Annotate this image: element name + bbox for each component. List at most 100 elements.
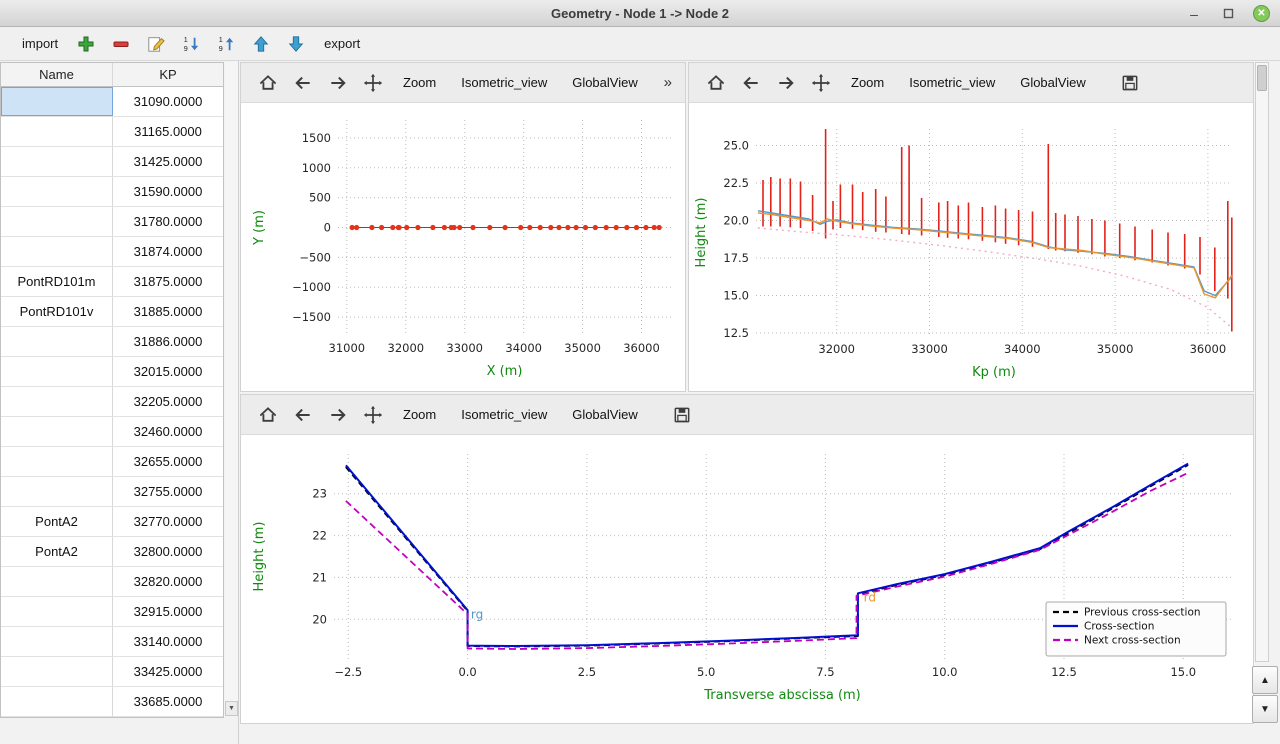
table-row[interactable]: 31425.0000 (1, 147, 223, 177)
scrollbar-thumb[interactable] (1257, 65, 1267, 91)
table-row[interactable]: 33425.0000 (1, 657, 223, 687)
kp-cell[interactable]: 31886.0000 (133, 334, 203, 349)
forward-button[interactable] (324, 69, 352, 97)
name-cell[interactable] (1, 357, 113, 386)
isometric-view-button[interactable]: Isometric_view (461, 407, 548, 422)
name-cell[interactable] (1, 327, 113, 356)
zoom-button[interactable]: Zoom (403, 407, 437, 422)
table-row[interactable]: 32015.0000 (1, 357, 223, 387)
kp-cell[interactable]: 32755.0000 (133, 484, 203, 499)
table-row[interactable]: 32655.0000 (1, 447, 223, 477)
name-cell[interactable] (1, 447, 113, 476)
name-cell[interactable] (1, 207, 113, 236)
name-cell[interactable] (1, 147, 113, 176)
kp-cell[interactable]: 33685.0000 (133, 694, 203, 709)
kp-cell[interactable]: 32015.0000 (133, 364, 203, 379)
name-cell[interactable]: PontRD101v (1, 297, 113, 326)
save-figure-button[interactable] (1116, 69, 1144, 97)
name-cell[interactable]: PontA2 (1, 537, 113, 566)
close-button[interactable]: ✕ (1253, 5, 1270, 22)
name-cell[interactable] (1, 237, 113, 266)
kp-cell[interactable]: 32460.0000 (133, 424, 203, 439)
name-cell[interactable] (1, 567, 113, 596)
name-cell[interactable] (1, 417, 113, 446)
add-cross-section-button[interactable] (73, 31, 99, 57)
isometric-view-button[interactable]: Isometric_view (909, 75, 996, 90)
back-button[interactable] (737, 69, 765, 97)
kp-cell[interactable]: 31780.0000 (133, 214, 203, 229)
kp-cell[interactable]: 31885.0000 (133, 304, 203, 319)
forward-button[interactable] (324, 401, 352, 429)
kp-cell[interactable]: 32770.0000 (133, 514, 203, 529)
table-row[interactable]: 31780.0000 (1, 207, 223, 237)
export-button[interactable]: export (324, 36, 361, 51)
table-row[interactable]: 31886.0000 (1, 327, 223, 357)
kp-cell[interactable]: 31090.0000 (133, 94, 203, 109)
zoom-button[interactable]: Zoom (851, 75, 885, 90)
name-cell[interactable]: PontRD101m (1, 267, 113, 296)
toolbar-overflow-button[interactable]: » (663, 74, 672, 91)
table-row[interactable]: PontA2 32770.0000 (1, 507, 223, 537)
kp-cell[interactable]: 31874.0000 (133, 244, 203, 259)
kp-cell[interactable]: 32655.0000 (133, 454, 203, 469)
home-button[interactable] (254, 69, 282, 97)
kp-cell[interactable]: 31590.0000 (133, 184, 203, 199)
cross-section-chart[interactable]: −2.5 0.0 2.5 5.0 7.5 10.0 12.5 15.0 20 21 22 23 rg rd… (241, 436, 1253, 723)
home-button[interactable] (254, 401, 282, 429)
name-cell[interactable] (1, 627, 113, 656)
maximize-button[interactable] (1219, 5, 1237, 23)
import-button[interactable]: import (22, 36, 59, 51)
table-scroll-down-button[interactable]: ▼ (225, 701, 238, 716)
move-up-button[interactable] (248, 31, 274, 57)
isometric-view-button[interactable]: Isometric_view (461, 75, 548, 90)
kp-cell[interactable]: 33140.0000 (133, 634, 203, 649)
name-cell[interactable]: PontA2 (1, 507, 113, 536)
pan-button[interactable] (359, 401, 387, 429)
table-row[interactable]: PontRD101m 31875.0000 (1, 267, 223, 297)
kp-cell[interactable]: 33425.0000 (133, 664, 203, 679)
name-cell[interactable] (1, 117, 113, 146)
kp-cell[interactable]: 32205.0000 (133, 394, 203, 409)
table-row[interactable]: 32755.0000 (1, 477, 223, 507)
spin-down-button[interactable]: ▼ (1252, 695, 1278, 723)
name-cell[interactable] (1, 597, 113, 626)
globalview-button[interactable]: GlobalView (572, 407, 638, 422)
back-button[interactable] (289, 401, 317, 429)
table-row[interactable]: PontA2 32800.0000 (1, 537, 223, 567)
table-row[interactable]: 32460.0000 (1, 417, 223, 447)
remove-cross-section-button[interactable] (108, 31, 134, 57)
table-row[interactable]: 31874.0000 (1, 237, 223, 267)
save-figure-button[interactable] (668, 401, 696, 429)
table-row[interactable]: 31590.0000 (1, 177, 223, 207)
table-scrollbar[interactable]: ▼ (225, 62, 238, 716)
table-row[interactable]: 32820.0000 (1, 567, 223, 597)
name-cell[interactable] (1, 477, 113, 506)
back-button[interactable] (289, 69, 317, 97)
table-row[interactable]: 33140.0000 (1, 627, 223, 657)
home-button[interactable] (702, 69, 730, 97)
kp-cell[interactable]: 31165.0000 (134, 124, 202, 139)
minimize-button[interactable]: – (1190, 5, 1198, 22)
kp-cell[interactable]: 31425.0000 (133, 154, 203, 169)
zoom-button[interactable]: Zoom (403, 75, 437, 90)
globalview-button[interactable]: GlobalView (572, 75, 638, 90)
name-cell[interactable] (1, 177, 113, 206)
name-cell[interactable] (1, 657, 113, 686)
spin-up-button[interactable]: ▲ (1252, 666, 1278, 694)
kp-cell[interactable]: 32820.0000 (133, 574, 203, 589)
table-row[interactable]: 32915.0000 (1, 597, 223, 627)
pan-button[interactable] (359, 69, 387, 97)
table-row[interactable]: 33685.0000 (1, 687, 223, 717)
name-cell[interactable] (1, 87, 113, 116)
plan-view-chart[interactable]: 31000 32000 33000 34000 35000 36000 −1500 −1000… (241, 104, 685, 391)
vertical-scrollbar[interactable] (1255, 62, 1269, 662)
move-down-button[interactable] (283, 31, 309, 57)
name-cell[interactable] (1, 687, 113, 716)
kp-cell[interactable]: 31875.0000 (133, 274, 203, 289)
table-row[interactable]: 31090.0000 (1, 87, 223, 117)
table-row[interactable]: 32205.0000 (1, 387, 223, 417)
globalview-button[interactable]: GlobalView (1020, 75, 1086, 90)
longitudinal-profile-chart[interactable]: 32000 33000 34000 35000 36000 12.5 15.0 17.5 20.… (689, 104, 1253, 391)
